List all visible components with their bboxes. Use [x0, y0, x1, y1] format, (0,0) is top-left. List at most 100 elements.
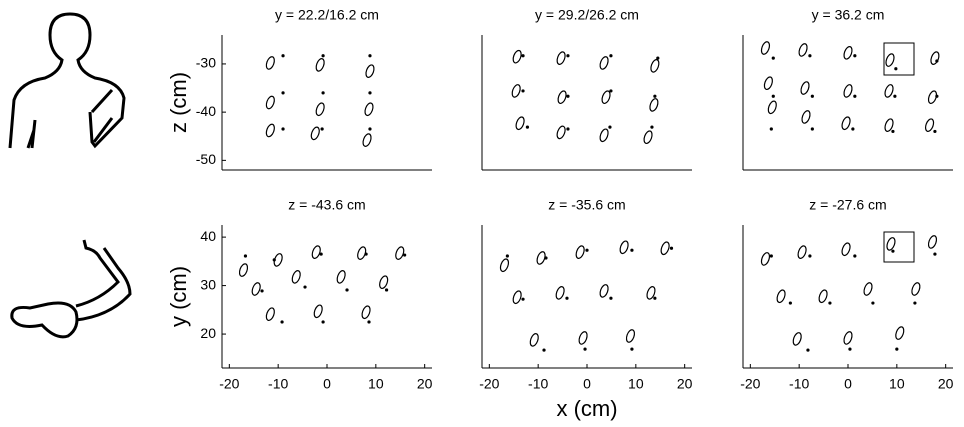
- target-dot: [669, 246, 674, 250]
- target-dot: [260, 289, 264, 293]
- target-dot: [848, 347, 852, 351]
- error-ellipse: [776, 289, 786, 304]
- error-ellipse: [649, 98, 659, 112]
- error-ellipse: [818, 289, 828, 304]
- target-dot: [609, 89, 613, 93]
- error-ellipse: [625, 329, 636, 343]
- x-tick-label: -20: [219, 376, 239, 392]
- target-dot: [403, 253, 407, 257]
- error-ellipse: [886, 237, 896, 251]
- target-dot: [609, 296, 613, 300]
- error-ellipse: [884, 84, 894, 98]
- target-dot: [565, 296, 569, 300]
- error-ellipse: [619, 240, 629, 255]
- error-ellipse: [797, 245, 807, 259]
- x-tick-label: -10: [268, 376, 288, 392]
- error-ellipse: [512, 49, 522, 64]
- target-dot: [321, 91, 325, 95]
- error-ellipse: [515, 116, 525, 131]
- error-ellipse: [238, 263, 249, 277]
- error-ellipse: [801, 110, 811, 124]
- target-dot: [542, 348, 546, 352]
- target-dot: [585, 248, 589, 252]
- y-tick-label: 30: [200, 276, 216, 292]
- error-ellipse: [361, 305, 371, 320]
- error-ellipse: [265, 307, 275, 322]
- error-ellipse: [511, 84, 521, 98]
- panel-title: y = 22.2/16.2 cm: [275, 7, 379, 23]
- error-ellipse: [863, 282, 873, 296]
- error-ellipse: [536, 251, 546, 265]
- target-dot: [609, 54, 613, 58]
- target-dot: [521, 297, 525, 301]
- error-ellipse: [930, 51, 940, 65]
- error-ellipse: [265, 123, 275, 138]
- target-dot: [853, 94, 857, 98]
- target-dot: [810, 94, 814, 98]
- error-ellipse: [311, 245, 321, 259]
- error-ellipse: [884, 118, 894, 132]
- x-tick-label: -10: [789, 376, 809, 392]
- target-dot: [891, 249, 895, 253]
- body-top-icon: [10, 239, 132, 339]
- target-dot: [345, 288, 349, 292]
- target-dot: [806, 348, 810, 352]
- target-dot: [808, 254, 812, 258]
- target-dot: [319, 252, 323, 256]
- y-tick-label: 40: [200, 228, 216, 244]
- error-ellipse: [650, 59, 660, 73]
- error-ellipse: [763, 76, 773, 91]
- error-ellipse: [927, 90, 938, 105]
- error-ellipse: [310, 126, 320, 141]
- panel-title: z = -27.6 cm: [809, 197, 886, 213]
- panel-title: z = -35.6 cm: [548, 197, 625, 213]
- error-ellipse: [362, 133, 372, 147]
- y-tick-label: -30: [196, 55, 216, 71]
- target-dot: [583, 347, 587, 351]
- target-dot: [891, 129, 895, 134]
- target-dot: [893, 94, 897, 98]
- target-dot: [368, 127, 372, 131]
- error-ellipse: [315, 102, 325, 117]
- error-ellipse: [660, 241, 670, 256]
- target-dot: [853, 254, 857, 258]
- error-ellipse: [512, 290, 522, 305]
- target-dot: [272, 258, 276, 262]
- target-dot: [281, 91, 285, 95]
- error-ellipse: [760, 41, 771, 55]
- target-dot: [544, 256, 548, 260]
- error-ellipse: [365, 64, 375, 78]
- target-dot: [521, 89, 525, 93]
- error-ellipse: [529, 333, 539, 347]
- error-ellipse: [927, 235, 938, 249]
- target-dot: [525, 125, 530, 129]
- target-dot: [281, 54, 285, 58]
- target-dot: [808, 54, 812, 58]
- error-ellipse: [792, 332, 802, 346]
- x-tick-label: -20: [740, 376, 760, 392]
- target-dot: [303, 285, 307, 289]
- error-ellipse: [843, 46, 853, 60]
- error-ellipse: [313, 304, 323, 319]
- target-dot: [788, 301, 792, 305]
- error-ellipse: [364, 102, 374, 117]
- target-dot: [933, 252, 937, 256]
- x-tick-label: 10: [889, 376, 905, 392]
- target-dot: [913, 301, 917, 305]
- target-dot: [894, 67, 898, 71]
- error-ellipse: [336, 270, 346, 284]
- y-axis-label: y (cm): [166, 266, 191, 327]
- target-dot: [769, 254, 773, 258]
- target-dot: [810, 127, 814, 131]
- error-ellipse: [911, 282, 921, 296]
- x-tick-label: 20: [677, 376, 693, 392]
- target-dot: [280, 320, 284, 324]
- target-dot: [566, 127, 570, 131]
- error-ellipse: [760, 252, 771, 266]
- target-dot: [935, 59, 939, 63]
- error-ellipse: [767, 100, 777, 115]
- error-ellipse: [800, 81, 810, 95]
- x-tick-label: 0: [323, 376, 331, 392]
- target-dot: [364, 252, 368, 256]
